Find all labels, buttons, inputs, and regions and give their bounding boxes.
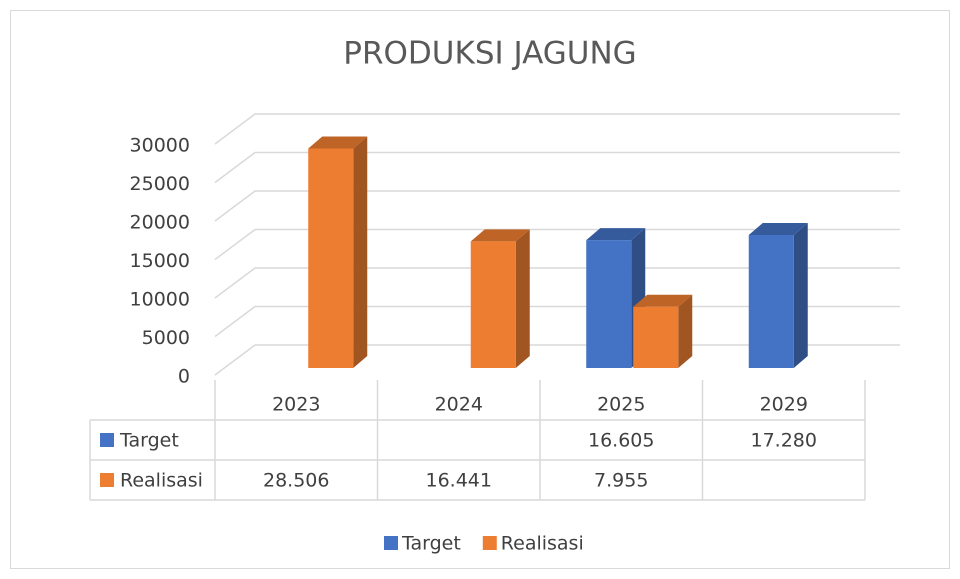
bar-side xyxy=(678,294,693,368)
bar-top xyxy=(470,229,530,242)
legend-key xyxy=(482,536,497,550)
grid-line xyxy=(214,190,900,222)
y-tick-label: 20000 xyxy=(130,212,190,234)
table-value: 16.605 xyxy=(588,430,654,452)
bar xyxy=(308,136,368,368)
x-tick-label: 2024 xyxy=(435,394,483,416)
bar-top xyxy=(586,228,646,241)
bar-side xyxy=(515,229,530,368)
table-value: 7.955 xyxy=(594,470,648,492)
bar-top xyxy=(308,136,368,149)
table-legend-key xyxy=(100,433,114,447)
bar-front xyxy=(748,234,794,368)
y-tick-label: 30000 xyxy=(130,135,190,157)
legend-key xyxy=(384,536,398,550)
bar-front xyxy=(308,148,354,368)
legend-label: Target xyxy=(401,533,461,555)
x-tick-label: 2025 xyxy=(597,394,645,416)
y-tick-label: 15000 xyxy=(130,250,190,272)
grid-line xyxy=(214,151,900,184)
bar xyxy=(470,229,530,368)
grid-line xyxy=(214,267,900,299)
grid-line xyxy=(214,113,900,145)
table-value: 17.280 xyxy=(751,430,817,452)
legend-label: Realisasi xyxy=(501,533,584,555)
bar-side xyxy=(353,136,368,368)
bar-front xyxy=(470,241,516,368)
bar-front xyxy=(633,306,679,368)
bar xyxy=(748,222,808,368)
table-series-name: Target xyxy=(119,430,179,452)
bar-top xyxy=(748,222,808,235)
bar-top xyxy=(633,294,693,307)
x-tick-label: 2023 xyxy=(272,394,320,416)
bar xyxy=(633,294,693,368)
table-legend-key xyxy=(100,473,114,487)
y-tick-label: 5000 xyxy=(142,327,190,349)
x-tick-label: 2029 xyxy=(760,394,808,416)
y-tick-label: 0 xyxy=(178,366,190,388)
bar-front xyxy=(586,240,632,368)
y-tick-label: 10000 xyxy=(130,289,190,311)
bar-side xyxy=(793,222,808,368)
grid-line xyxy=(214,228,900,261)
table-series-name: Realisasi xyxy=(120,470,203,492)
chart-title: PRODUKSI JAGUNG xyxy=(343,36,636,72)
table-value: 16.441 xyxy=(426,470,492,492)
y-tick-label: 25000 xyxy=(130,173,190,195)
table-value: 28.506 xyxy=(263,470,329,492)
